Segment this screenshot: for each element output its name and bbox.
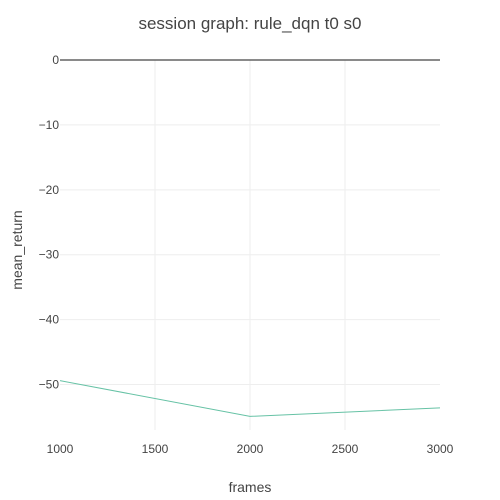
series-layer <box>59 380 441 417</box>
y-tick-label: −10 <box>39 118 60 132</box>
x-tick-label: 1000 <box>47 442 74 456</box>
y-tick-label: −40 <box>39 313 60 327</box>
grid <box>60 59 440 430</box>
x-tick-label: 2000 <box>237 442 264 456</box>
x-tick-label: 3000 <box>427 442 454 456</box>
y-tick-label: 0 <box>52 53 59 67</box>
x-tick-label: 2500 <box>332 442 359 456</box>
y-tick-label: −50 <box>39 378 60 392</box>
y-axis-title: mean_return <box>9 210 25 289</box>
series-line <box>59 380 441 417</box>
tick-labels: 1000 1500 2000 2500 3000 0 −10 −20 −30 −40 −50 <box>39 53 454 456</box>
x-tick-label: 1500 <box>142 442 169 456</box>
y-tick-label: −20 <box>39 183 60 197</box>
chart-title: session graph: rule_dqn t0 s0 <box>138 14 361 33</box>
x-axis-title: frames <box>229 479 272 495</box>
y-tick-label: −30 <box>39 248 60 262</box>
